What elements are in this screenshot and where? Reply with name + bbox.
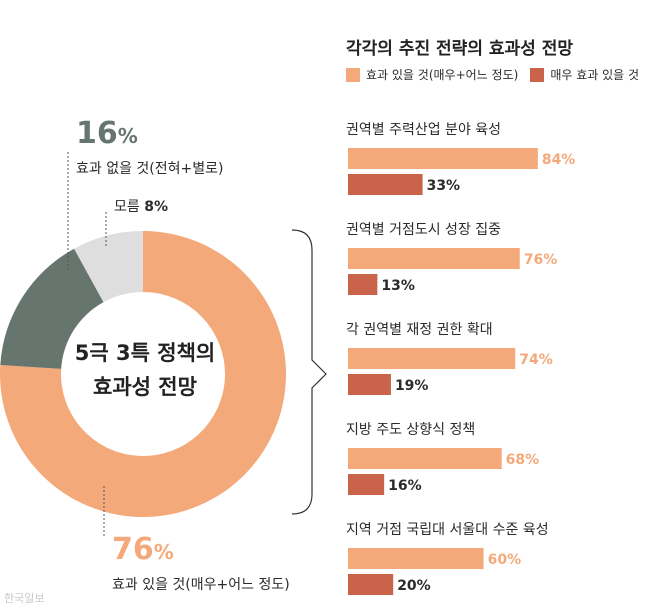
donut-title-line-2: 효과성 전망	[93, 375, 197, 399]
value-label-not-effective: 16%	[76, 116, 138, 151]
bar-category-label: 지역 거점 국립대 서울대 수준 육성	[346, 522, 549, 538]
credit-watermark: 한국일보	[4, 592, 45, 605]
leader-lines	[67, 152, 107, 538]
value-label-effective: 76%	[112, 532, 174, 567]
bar-very-effective	[348, 374, 391, 395]
bar-effective	[348, 148, 538, 169]
bar-effective	[348, 548, 484, 569]
donut-slice-unknown	[74, 231, 143, 303]
bar-chart: 권역별 주력산업 분야 육성 84% 33% 권역별 거점도시 성장 집중 76% 13%…	[346, 122, 575, 595]
donut-title: 5극 3특 정책의 효과성 전망	[60, 336, 230, 404]
donut-chart	[0, 231, 286, 517]
legend: 효과 있을 것(매우+어느 정도) 매우 효과 있을 것	[346, 66, 639, 83]
bar-value-label-effective: 68%	[506, 452, 540, 468]
legend-label-effective: 효과 있을 것(매우+어느 정도)	[366, 68, 519, 82]
bar-category-label: 권역별 거점도시 성장 집중	[346, 222, 501, 238]
bar-chart-title: 각각의 추진 전략의 효과성 전망	[346, 39, 573, 59]
donut-slice-effective	[0, 231, 286, 517]
bracket	[291, 229, 327, 515]
bar-very-effective	[348, 174, 423, 195]
bar-value-label-effective: 76%	[524, 252, 558, 268]
bar-very-effective	[348, 274, 378, 295]
donut-title-line-1: 5극 3특 정책의	[74, 341, 216, 365]
bar-effective	[348, 348, 516, 369]
bar-value-label-very-effective: 13%	[381, 278, 415, 294]
slice-label-not-effective: 효과 없을 것(전혀+별로)	[76, 161, 224, 177]
bar-very-effective	[348, 474, 385, 495]
bar-very-effective	[348, 574, 394, 595]
slice-label-effective: 효과 있을 것(매우+어느 정도)	[112, 577, 290, 593]
bar-value-label-very-effective: 19%	[395, 378, 429, 394]
legend-label-very-effective: 매우 효과 있을 것	[550, 68, 640, 82]
bar-value-label-effective: 60%	[488, 552, 522, 568]
bar-value-label-very-effective: 20%	[397, 578, 431, 594]
bar-category-label: 각 권역별 재정 권한 확대	[346, 322, 493, 338]
bar-value-label-effective: 74%	[519, 352, 553, 368]
slice-label-unknown: 모름 8%	[114, 199, 168, 215]
bar-value-label-effective: 84%	[542, 152, 576, 168]
donut-slice-not-effective	[0, 248, 104, 369]
legend-swatch-effective	[346, 67, 360, 82]
bar-value-label-very-effective: 16%	[388, 478, 422, 494]
bar-value-label-very-effective: 33%	[427, 178, 461, 194]
bar-effective	[348, 448, 502, 469]
bar-category-label: 지방 주도 상향식 정책	[346, 422, 475, 438]
bar-effective	[348, 248, 520, 269]
bar-category-label: 권역별 주력산업 분야 육성	[346, 122, 501, 138]
legend-swatch-very-effective	[530, 67, 545, 82]
